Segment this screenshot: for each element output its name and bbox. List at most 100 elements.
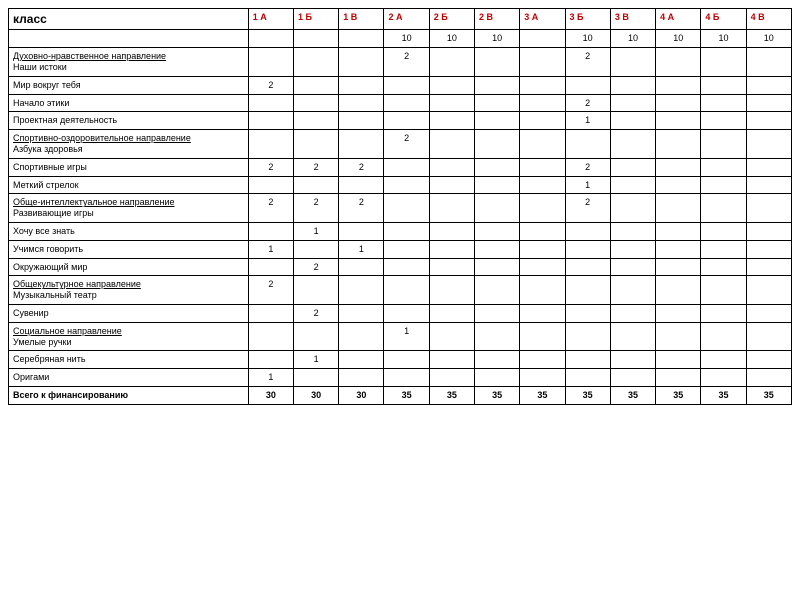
row-label-link: Обще-интеллектуальное направление: [13, 197, 174, 207]
cell: [293, 369, 338, 387]
cell: [248, 94, 293, 112]
cell: [429, 351, 474, 369]
cell: [384, 369, 429, 387]
cell: [656, 276, 701, 305]
cell: 2: [248, 158, 293, 176]
row-label-sub: Наши истоки: [13, 62, 67, 72]
cell: 2: [248, 276, 293, 305]
cell: [701, 158, 746, 176]
cell: [384, 304, 429, 322]
cell: [293, 322, 338, 351]
cell: [248, 322, 293, 351]
cell: [475, 304, 520, 322]
cell: [475, 194, 520, 223]
cell: [610, 112, 655, 130]
cell: [339, 322, 384, 351]
cell: [339, 76, 384, 94]
cell: [384, 258, 429, 276]
cell: [701, 351, 746, 369]
cell: [656, 176, 701, 194]
cell: 2: [339, 194, 384, 223]
cell: [339, 276, 384, 305]
cell: [248, 351, 293, 369]
row-label: [9, 30, 249, 48]
cell: [475, 369, 520, 387]
cell: [384, 158, 429, 176]
cell: [293, 30, 338, 48]
col-header: 3 В: [610, 9, 655, 30]
cell: [384, 194, 429, 223]
col-header: 1 А: [248, 9, 293, 30]
row-label-sub: Музыкальный театр: [13, 290, 97, 300]
cell: 2: [339, 158, 384, 176]
cell: [475, 94, 520, 112]
cell: 2: [248, 76, 293, 94]
cell: [384, 351, 429, 369]
cell: [520, 222, 565, 240]
table-row: Спортивные игры2222: [9, 158, 792, 176]
cell: [746, 222, 791, 240]
cell: [520, 112, 565, 130]
cell: [475, 130, 520, 159]
cell: [429, 158, 474, 176]
cell: [701, 369, 746, 387]
cell: [656, 240, 701, 258]
cell: [520, 258, 565, 276]
cell: [475, 351, 520, 369]
cell: [429, 240, 474, 258]
cell: 1: [565, 112, 610, 130]
cell: [475, 222, 520, 240]
cell: 2: [384, 130, 429, 159]
row-label: Сувенир: [9, 304, 249, 322]
cell: [475, 158, 520, 176]
cell: [701, 222, 746, 240]
cell: [384, 176, 429, 194]
cell: [475, 322, 520, 351]
cell: [248, 130, 293, 159]
cell: [746, 304, 791, 322]
cell: [610, 351, 655, 369]
cell: [656, 304, 701, 322]
row-label: Спортивно-оздоровительное направлениеАзб…: [9, 130, 249, 159]
table-row: Обще-интеллектуальное направлениеРазвива…: [9, 194, 792, 223]
table-row: Социальное направлениеУмелые ручки1: [9, 322, 792, 351]
cell: [520, 76, 565, 94]
cell: [656, 222, 701, 240]
cell: [339, 351, 384, 369]
cell: [339, 258, 384, 276]
table-row: Духовно-нравственное направлениеНаши ист…: [9, 48, 792, 77]
cell: [429, 176, 474, 194]
header-row: класс 1 А1 Б1 В2 А2 Б2 В3 А3 Б3 В4 А4 Б4…: [9, 9, 792, 30]
cell: 10: [475, 30, 520, 48]
cell: [339, 176, 384, 194]
cell: [656, 130, 701, 159]
col-header: 2 Б: [429, 9, 474, 30]
cell: [429, 94, 474, 112]
cell: [520, 176, 565, 194]
cell: [429, 369, 474, 387]
cell: 2: [565, 194, 610, 223]
cell: 2: [293, 194, 338, 223]
row-label-link: Спортивно-оздоровительное направление: [13, 133, 191, 143]
cell: 1: [339, 240, 384, 258]
row-label-link: Духовно-нравственное направление: [13, 51, 166, 61]
row-label: Обще-интеллектуальное направлениеРазвива…: [9, 194, 249, 223]
cell: [339, 130, 384, 159]
row-label: Серебряная нить: [9, 351, 249, 369]
cell: [339, 94, 384, 112]
cell: [248, 176, 293, 194]
cell: [339, 30, 384, 48]
cell: [701, 194, 746, 223]
row-label: Окружающий мир: [9, 258, 249, 276]
cell: [656, 258, 701, 276]
cell: [520, 194, 565, 223]
cell: [520, 276, 565, 305]
table-body: 1010101010101010Духовно-нравственное нап…: [9, 30, 792, 404]
cell: [701, 322, 746, 351]
cell: [384, 76, 429, 94]
cell: [429, 276, 474, 305]
cell: [610, 276, 655, 305]
cell: 1: [248, 369, 293, 387]
cell: [746, 94, 791, 112]
cell: 2: [384, 48, 429, 77]
